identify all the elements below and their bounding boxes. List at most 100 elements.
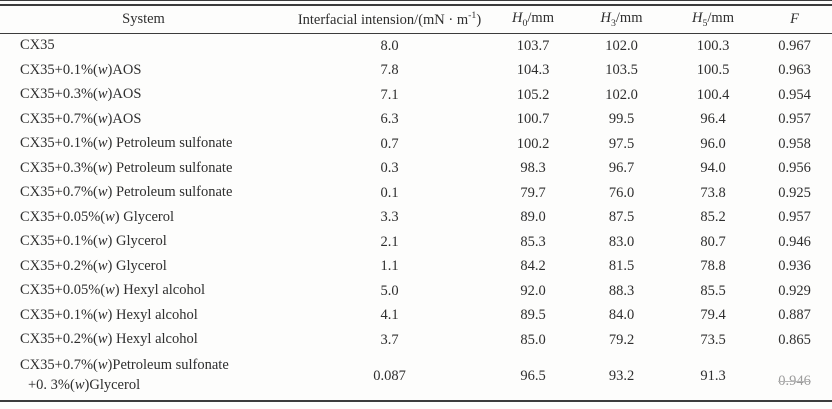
h0-cell: 105.2 [516,86,550,103]
tension-cell: 0.1 [380,184,399,201]
tension-cell: 4.1 [380,307,399,324]
system-cell: CX35+0.7%(w)AOS [20,110,142,127]
h5-cell: 73.8 [700,184,726,201]
system-cell: CX35+0.2%(w) Glycerol [20,257,167,274]
h3-cell: 79.2 [608,331,635,348]
h0-cell: 84.2 [520,258,546,275]
header-tension-close: ) [476,11,482,28]
header-row: System Interfacial intension/(mN · m-1) … [0,6,832,34]
table-row: CX35+0.1%(w) Glycerol 2.1 85.3 83.0 80.7… [0,230,832,255]
h5-cell: 73.5 [700,331,726,348]
system-cell: CX35+0.7%(w)Petroleum sulfonate +0. 3%(w)… [0,352,287,402]
h0-cell: 103.7 [516,37,550,54]
table-row: CX35+0.2%(w) Glycerol 1.1 84.2 81.5 78.8… [0,255,832,280]
system-cell: CX35+0.05%(w) Hexyl alcohol [20,282,206,299]
header-interfacial-tension: Interfacial intension/(mN · m-1) [287,6,492,34]
f-cell: 0.967 [778,37,811,54]
h0-cell: 104.3 [516,62,550,79]
h3-cell: 81.5 [608,258,635,275]
f-cell: 0.865 [778,331,811,348]
f-cell: 0.887 [778,307,811,324]
table-body: CX35 8.0 103.7 102.0 100.3 0.967 CX35+0.… [0,34,832,402]
system-cell: CX35+0.7%(w) Petroleum sulfonate [20,184,233,201]
header-f-label: F [790,11,799,27]
table-row: CX35 8.0 103.7 102.0 100.3 0.967 [0,34,832,59]
table-row: CX35+0.7%(w)AOS 6.3 100.7 99.5 96.4 0.95… [0,108,832,133]
system-cell: CX35+0.05%(w) Glycerol [20,208,174,225]
f-cell: 0.946 [778,233,811,250]
header-h0-unit: /mm [527,10,554,27]
tension-cell: 5.0 [380,282,399,299]
results-table: System Interfacial intension/(mN · m-1) … [0,6,832,402]
table-row: CX35+0.1%(w) Hexyl alcohol 4.1 89.5 84.0… [0,304,832,329]
tension-cell: 3.7 [380,331,399,348]
h0-cell: 96.5 [492,352,574,402]
h5-cell: 100.5 [696,62,730,79]
table-row: CX35+0.1%(w) Petroleum sulfonate 0.7 100… [0,132,832,157]
h0-cell: 89.0 [520,209,546,226]
tension-cell: 0.087 [287,352,492,402]
h3-cell: 102.0 [605,37,638,54]
h3-cell: 99.5 [608,111,635,128]
header-tension-text: Interfacial intension/(mN · m [297,11,469,28]
h3-cell: 76.0 [608,184,635,201]
h0-cell: 85.0 [520,331,546,348]
table-row: CX35+0.05%(w) Glycerol 3.3 89.0 87.5 85.… [0,206,832,231]
header-h3: H3/mm [574,6,669,34]
system-cell: CX35+0.2%(w) Hexyl alcohol [20,331,198,348]
h3-cell: 88.3 [608,282,635,299]
system-cell: CX35+0.1%(w) Hexyl alcohol [20,306,198,323]
f-cell: 0.929 [778,282,811,299]
h5-cell: 100.3 [696,37,730,54]
h5-cell: 94.0 [700,160,726,177]
header-h3-unit: /mm [615,10,643,27]
system-cell: CX35+0.1%(w)AOS [20,61,142,78]
system-cell: CX35+0.1%(w) Glycerol [20,233,167,250]
header-tension-exponent: -1 [468,10,477,22]
header-h5-unit: /mm [707,10,734,27]
f-cell: 0.963 [778,62,811,79]
tension-cell: 3.3 [380,209,399,226]
header-h5-symbol: H [692,10,703,27]
tension-cell: 7.1 [380,86,399,103]
tension-cell: 8.0 [380,37,399,54]
table-row: CX35+0.7%(w)Petroleum sulfonate +0. 3%(w)… [0,352,832,402]
h3-cell: 87.5 [608,209,635,226]
h3-cell: 103.5 [605,62,638,79]
f-cell: 0.957 [778,111,811,128]
tension-cell: 1.1 [380,258,399,275]
header-f: F [757,6,832,34]
system-cell: CX35 [20,37,55,54]
header-system-label: System [122,11,165,27]
f-cell: 0.956 [778,160,811,177]
header-h5: H5/mm [669,6,757,34]
h5-cell: 85.2 [700,209,726,226]
header-system: System [0,6,287,34]
header-h3-symbol: H [600,10,611,27]
h0-cell: 100.2 [516,135,550,152]
h3-cell: 102.0 [605,86,638,103]
h0-cell: 98.3 [520,160,546,177]
h5-cell: 100.4 [696,86,730,103]
h5-cell: 91.3 [669,352,757,402]
h5-cell: 80.7 [700,233,726,250]
h0-cell: 85.3 [520,233,546,250]
h5-cell: 96.4 [700,111,726,128]
h5-cell: 85.5 [700,282,726,299]
system-cell: CX35+0.3%(w)AOS [20,86,142,103]
f-cell: 0.957 [778,209,811,226]
header-h3-subscript: 3 [610,17,616,29]
h3-cell: 83.0 [608,233,635,250]
h5-cell: 96.0 [700,135,726,152]
table-row: CX35+0.2%(w) Hexyl alcohol 3.7 85.0 79.2… [0,328,832,353]
header-h0-symbol: H [512,10,523,27]
header-h5-subscript: 5 [702,17,708,29]
system-cell: CX35+0.3%(w) Petroleum sulfonate [20,159,233,176]
tension-cell: 0.3 [380,160,399,177]
f-cell: 0.936 [778,258,811,275]
table-top-double-rule [0,0,832,6]
h3-cell: 96.7 [608,160,635,177]
f-cell: 0.958 [778,135,811,152]
tension-cell: 0.7 [380,135,399,152]
